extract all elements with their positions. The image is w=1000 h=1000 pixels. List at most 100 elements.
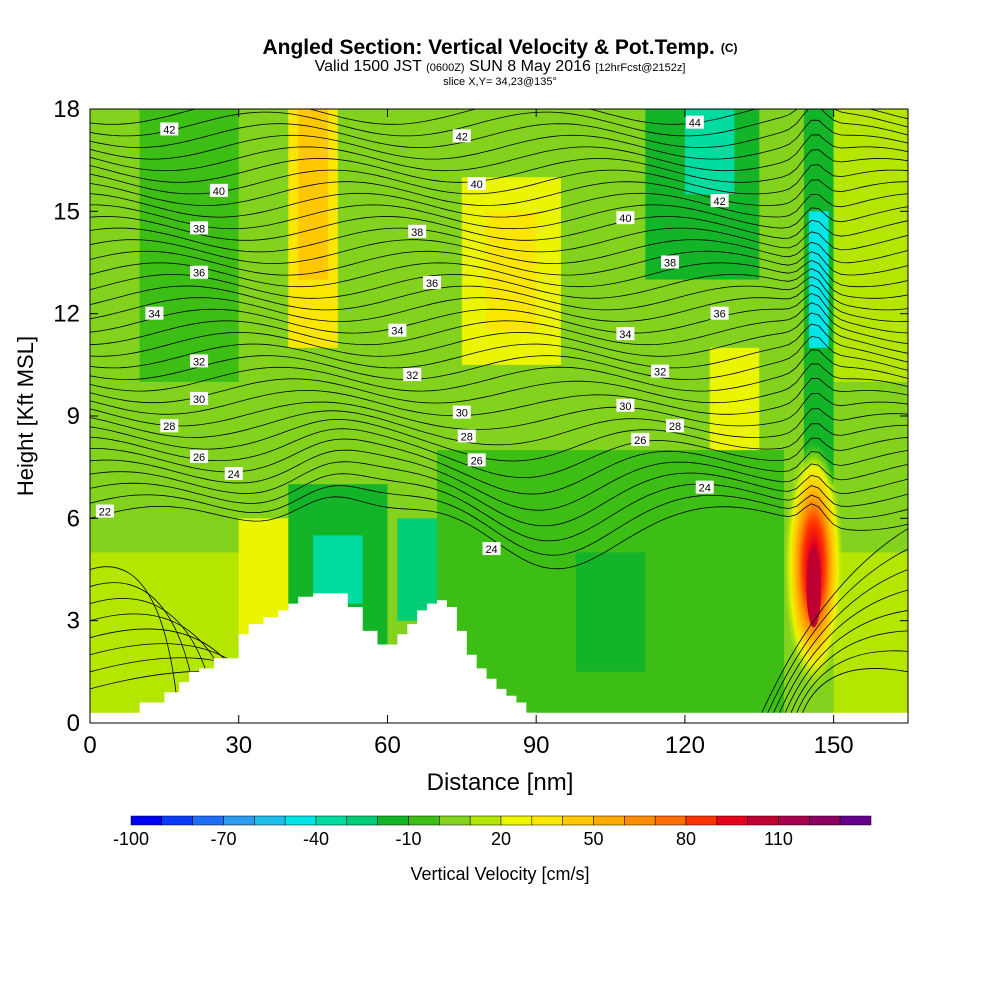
isentrope-label-bg [616,327,635,341]
isentrope-line [90,418,908,462]
isentrope-label-bg [685,115,704,129]
colorbar-swatch [593,815,625,826]
isentrope-line [90,216,908,241]
isentrope-line [90,259,908,288]
y-tick-label: 6 [67,505,80,532]
isentrope-label: 26 [190,449,209,464]
isentrope-label-bg [190,391,209,405]
isentrope-line [90,239,908,264]
isentrope-label-bg [482,542,501,556]
isentrope-label-text: 30 [193,394,205,406]
isentrope-label-text: 38 [664,258,676,270]
valid-date: SUN 8 May 2016 [469,58,591,75]
isentrope-label-text: 36 [193,268,205,280]
x-tick-label: 0 [83,732,96,759]
isentrope-label-text: 32 [406,370,418,382]
isentrope-line [90,284,908,322]
isentrope-line [90,312,908,357]
isentrope-label-text: 34 [391,326,403,338]
terrain-mask [139,593,537,723]
isentrope-label-text: 28 [669,421,681,433]
slice-info: slice X,Y= 34,23@135° [443,76,557,88]
colorbar-swatch [839,815,872,826]
isentrope-line [90,302,908,346]
isentrope-label-bg [467,177,486,191]
isentrope-label-bg [631,432,650,446]
isentrope-label-bg [467,453,486,467]
isentrope-label: 24 [695,480,714,495]
isentrope-label-bg [710,194,729,208]
isentrope-label-text: 30 [619,401,631,413]
isentrope-label: 28 [457,429,476,443]
isentrope-label-text: 38 [411,227,423,239]
x-tick-label: 90 [523,732,550,759]
isentrope-line [90,393,908,431]
isentrope-label-bg [160,122,179,136]
isentrope-label-bg [190,449,209,463]
velocity-cell [298,109,328,280]
isentrope-label: 38 [408,224,427,239]
isentrope-label-bg [403,368,422,382]
isentrope-label-text: 42 [163,124,175,136]
isentrope-label-text: 36 [426,278,438,290]
colorbar-tick-label: -70 [210,829,236,849]
isentrope-label-bg [95,504,114,518]
isentrope-line [90,179,908,206]
isentrope-label: 34 [145,306,164,321]
isentrope-label-bg [224,466,243,480]
isentrope-label: 22 [95,504,114,519]
colorbar-tick-label: 20 [491,829,511,849]
isentrope-label: 30 [452,405,471,420]
isentrope-line [774,589,908,723]
isentrope-label: 42 [160,122,179,136]
isentrope-label: 32 [651,364,670,379]
colorbar-swatch [377,815,409,826]
isentrope-line [90,268,908,299]
colorbar-swatch [809,815,841,826]
colorbar-swatch [500,815,533,826]
velocity-cell [833,552,908,723]
isentrope-line [90,119,908,160]
isentrope-label: 24 [482,542,501,556]
isentrope-label-bg [145,306,164,320]
chart-subtitle: Valid 1500 JST (0600Z) SUN 8 May 2016 [1… [0,58,1000,77]
isentrope-line [90,204,908,230]
colorbar-swatch [469,815,502,826]
isentrope-label-bg [388,323,407,337]
colorbar-swatch [778,815,810,826]
velocity-cell [313,535,363,604]
isentrope-label-bg [452,405,471,419]
isentrope-label-bg [651,364,670,378]
isentrope-line [90,192,908,218]
isentrope-line [90,473,908,542]
isentrope-label-bg [190,221,209,235]
isentrope-line [90,109,908,148]
isentrope-label-text: 44 [689,118,701,130]
colorbar-swatch [531,815,563,826]
isentrope-label-text: 40 [619,213,631,225]
isentrope-label-text: 34 [619,329,631,341]
x-axis-label: Distance [nm] [427,769,574,796]
colorbar: -100 -70 -40 -10 20 50 80 110 [113,815,872,849]
isentrope-line [798,668,908,723]
title-text: Angled Section: Vertical Velocity & Pot.… [262,36,715,59]
y-tick-label: 15 [53,198,80,225]
vertical-velocity-field [90,109,908,723]
x-axis: 0 30 60 90 120 150 [83,109,854,759]
isentrope-line [90,349,908,392]
isentrope-label-bg [457,429,476,443]
isentrope-line [792,650,908,723]
isentrope-label: 24 [224,466,243,481]
isentrope-label: 28 [665,419,684,433]
colorbar-swatch [192,815,224,826]
isentrope-line [90,363,908,404]
isentrope-line [90,461,908,527]
isentrope-line [90,485,908,556]
isentrope-label: 40 [209,183,228,198]
isentrope-label-bg [160,419,179,433]
x-tick-label: 150 [814,732,854,759]
colorbar-swatch [562,815,594,826]
y-tick-label: 12 [53,301,80,328]
isentrope-label-text: 38 [193,223,205,235]
